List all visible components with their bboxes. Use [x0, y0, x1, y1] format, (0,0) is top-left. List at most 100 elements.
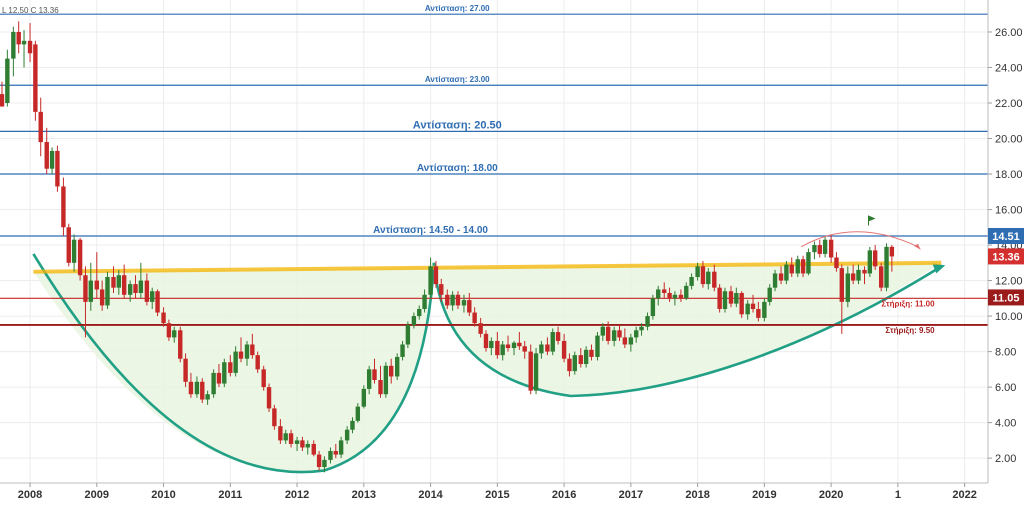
candle-body	[595, 335, 600, 357]
candle-body	[856, 269, 861, 281]
candle-body	[605, 326, 611, 341]
candle-body	[178, 330, 183, 359]
candle-body	[88, 280, 93, 302]
candle-body	[216, 372, 222, 384]
candle-body	[734, 292, 739, 304]
candle-body	[338, 440, 344, 455]
candle-body	[695, 266, 700, 278]
right-cup-area	[433, 262, 942, 396]
candle-body	[233, 351, 238, 373]
candle-body	[483, 333, 489, 349]
candle-body	[795, 259, 800, 274]
candle-body	[116, 275, 122, 288]
flag-icon	[868, 215, 876, 222]
candle-body	[111, 277, 116, 288]
candle-body	[266, 387, 272, 409]
candle-body	[155, 291, 160, 313]
candle-body	[489, 340, 494, 349]
candle-body	[567, 358, 572, 372]
candle-body	[316, 454, 322, 468]
x-tick-label: 2010	[151, 489, 175, 501]
cup-arrow-head	[932, 263, 946, 274]
candle-body	[66, 227, 71, 263]
candle-body	[138, 280, 144, 293]
candle-body	[645, 316, 650, 327]
cup-and-handle-pattern	[32, 253, 946, 474]
candle-body	[21, 40, 27, 45]
candle-body	[439, 284, 444, 295]
candle-body	[867, 250, 873, 274]
candle-body	[121, 275, 127, 295]
candle-body	[639, 326, 644, 331]
candle-body	[133, 284, 138, 293]
candle-body	[188, 381, 194, 395]
candle-body	[55, 150, 60, 187]
candle-body	[672, 294, 678, 299]
candle-body	[150, 291, 155, 302]
level-label-resistance: Αντίσταση: 20.50	[413, 119, 502, 131]
candle-body	[83, 275, 88, 302]
candle-body	[99, 289, 105, 306]
candle-body	[550, 332, 555, 352]
candle-body	[311, 443, 316, 455]
y-tick-label: 20.00	[995, 134, 1023, 146]
candle-body	[633, 330, 639, 338]
candle-body	[278, 426, 283, 441]
x-tick-label: 2012	[285, 489, 309, 501]
y-tick-label: 8.00	[995, 347, 1016, 359]
level-lines: Αντίσταση: 27.00 Αντίσταση: 23.00 Αντίστασ…	[0, 4, 988, 335]
candle-body	[850, 273, 856, 281]
candle-body	[500, 344, 505, 356]
candle-body	[806, 252, 811, 274]
candle-body	[38, 111, 43, 143]
candle-body	[762, 301, 767, 318]
candle-body	[528, 351, 533, 391]
candle-body	[617, 330, 622, 338]
candle-body	[678, 294, 684, 299]
candle-body	[194, 381, 200, 395]
candle-body	[772, 273, 778, 288]
price-tag	[988, 248, 1024, 265]
level-label-strong_support: Στήριξη: 9.50	[885, 326, 935, 335]
candle-body	[884, 246, 889, 288]
candle-body	[667, 292, 672, 299]
x-tick-label: 2020	[819, 489, 843, 501]
candle-body	[405, 324, 411, 345]
candle-body	[322, 459, 327, 468]
candle-body	[611, 330, 617, 341]
candle-body	[561, 340, 567, 359]
candle-body	[583, 349, 589, 365]
x-tick-label: 2013	[352, 489, 376, 501]
candle-body	[5, 58, 10, 103]
candle-body	[555, 332, 561, 341]
level-label-resistance: Αντίσταση: 18.00	[417, 163, 498, 174]
candle-body	[572, 355, 577, 372]
candle-body	[467, 300, 472, 313]
candle-body	[684, 285, 689, 299]
y-tick-label: 4.00	[995, 418, 1016, 430]
candle-body	[539, 344, 544, 354]
candle-body	[822, 239, 828, 254]
candle-body	[461, 300, 467, 306]
y-tick-label: 26.00	[995, 27, 1023, 39]
candle-body	[294, 440, 300, 444]
candle-body	[44, 142, 49, 169]
candle-body	[255, 355, 260, 370]
y-tick-label: 12.00	[995, 276, 1023, 288]
candle-body	[689, 277, 694, 286]
candle-body	[828, 239, 834, 258]
candle-body	[422, 294, 427, 309]
neckline-line	[33, 260, 942, 274]
candle-body	[166, 323, 172, 338]
y-tick-label: 2.00	[995, 453, 1016, 465]
candle-body	[161, 312, 166, 324]
candle-body	[445, 294, 450, 306]
candle-body	[222, 362, 227, 384]
candle-body	[845, 273, 851, 302]
candle-body	[862, 269, 867, 274]
candle-body	[728, 291, 734, 304]
candle-body	[511, 342, 517, 349]
candle-body	[700, 266, 706, 285]
